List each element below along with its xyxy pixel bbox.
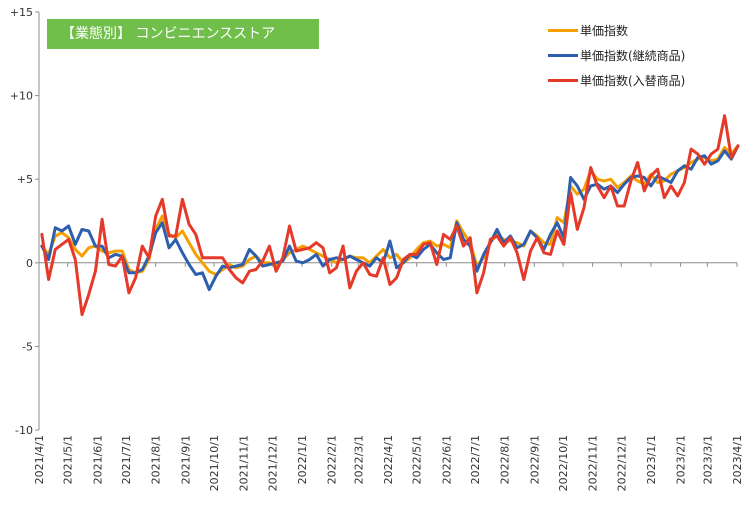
x-ticks: 2021/4/1 2021/5/1 2021/6/1 2021/7/1 2021/8/1… xyxy=(33,262,742,491)
x-tick-label: 2022/5/1 xyxy=(411,435,424,484)
x-tick-label: 2021/11/1 xyxy=(238,435,251,491)
legend-label-replaced-products: 単価指数(入替商品) xyxy=(580,74,686,88)
y-ticks: +15 +10 +5 0 -5 -10 xyxy=(10,6,39,437)
x-tick-label: 2022/9/1 xyxy=(528,435,541,484)
x-tick-label: 2021/12/1 xyxy=(266,435,279,491)
series-line-0 xyxy=(40,144,740,276)
x-tick-label: 2022/1/1 xyxy=(296,435,309,484)
y-tick-label: -5 xyxy=(22,340,33,353)
x-tick-label: 2021/9/1 xyxy=(179,435,192,484)
x-tick-label: 2022/8/1 xyxy=(499,435,512,484)
x-tick-label: 2022/3/1 xyxy=(352,435,365,484)
legend: 単価指数 単価指数(継続商品) 単価指数(入替商品) xyxy=(548,18,685,93)
y-tick-label: 0 xyxy=(26,257,33,270)
x-tick-label: 2023/1/1 xyxy=(645,435,658,484)
series-line-1 xyxy=(40,144,740,292)
x-tick-label: 2022/7/1 xyxy=(469,435,482,484)
legend-swatch-continuing-products xyxy=(548,54,578,57)
legend-swatch-price-index xyxy=(548,29,578,32)
x-tick-label: 2021/7/1 xyxy=(120,435,133,484)
x-tick-label: 2023/2/1 xyxy=(675,435,688,484)
legend-swatch-replaced-products xyxy=(548,79,578,82)
x-tick-label: 2022/4/1 xyxy=(382,435,395,484)
x-tick-label: 2021/4/1 xyxy=(33,435,46,484)
y-tick-label: +10 xyxy=(10,90,33,103)
x-tick-label: 2021/5/1 xyxy=(62,435,75,484)
x-tick-label: 2022/10/1 xyxy=(557,435,570,491)
x-tick-label: 2021/6/1 xyxy=(91,435,104,484)
y-tick-label: +5 xyxy=(17,173,33,186)
x-tick-label: 2022/2/1 xyxy=(326,435,339,484)
x-tick-label: 2022/6/1 xyxy=(440,435,453,484)
legend-item-price-index: 単価指数 xyxy=(548,18,685,43)
series-lines xyxy=(40,114,740,317)
x-tick-label: 2021/10/1 xyxy=(208,435,221,491)
x-tick-label: 2021/8/1 xyxy=(150,435,163,484)
series-line-2 xyxy=(40,114,740,317)
legend-item-continuing-products: 単価指数(継続商品) xyxy=(548,43,685,68)
legend-label-price-index: 単価指数 xyxy=(580,24,629,38)
x-tick-label: 2023/3/1 xyxy=(701,435,714,484)
chart-title: 【業態別】 コンビニエンスストア xyxy=(47,19,319,49)
x-tick-label: 2022/12/1 xyxy=(615,435,628,491)
legend-item-replaced-products: 単価指数(入替商品) xyxy=(548,68,685,93)
y-tick-label: -10 xyxy=(15,424,33,437)
x-tick-label: 2022/11/1 xyxy=(587,435,600,491)
x-tick-label: 2023/4/1 xyxy=(731,435,742,484)
y-tick-label: +15 xyxy=(10,6,33,19)
legend-label-continuing-products: 単価指数(継続商品) xyxy=(580,49,686,63)
